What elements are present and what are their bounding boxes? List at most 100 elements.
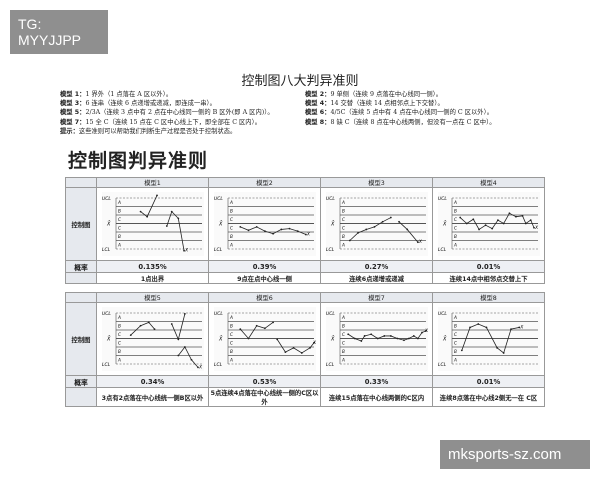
data-point <box>348 239 351 242</box>
data-point <box>264 230 266 233</box>
zone-label: A <box>117 243 121 248</box>
data-line <box>276 339 315 354</box>
cl-label: X̄ <box>442 221 447 228</box>
point-mark: X <box>312 340 317 346</box>
data-line <box>349 217 392 241</box>
ucl-label: UCL <box>214 311 223 317</box>
data-point <box>502 352 505 354</box>
model-rate: 0.01% <box>432 375 545 388</box>
data-point <box>515 215 517 218</box>
zone-label: C <box>454 217 457 222</box>
data-point <box>460 349 463 352</box>
cl-label: X̄ <box>442 336 447 343</box>
rules-list: 模型 1：1 界外（1 点落在 A 区以外）。 模型 2：9 单侧（连续 9 点落… <box>60 90 550 136</box>
ucl-label: UCL <box>102 196 111 202</box>
zone-label: A <box>229 358 233 363</box>
zone-label: B <box>230 234 233 239</box>
model-desc: 1点出界 <box>96 272 209 284</box>
zone-label: C <box>118 341 121 346</box>
data-point <box>370 333 373 336</box>
zone-label: A <box>229 243 233 248</box>
data-point <box>524 222 527 225</box>
data-point <box>407 337 410 340</box>
point-mark: X <box>184 248 189 254</box>
lcl-label: LCL <box>438 362 447 368</box>
data-point <box>272 321 274 324</box>
zone-label: B <box>230 324 233 329</box>
data-point <box>389 216 392 219</box>
data-point <box>170 323 173 325</box>
zone-label: A <box>453 358 457 363</box>
zone-label: B <box>342 234 345 239</box>
data-point <box>129 334 132 336</box>
data-point <box>255 226 258 228</box>
data-point <box>183 346 186 348</box>
zone-label: B <box>342 324 345 329</box>
data-line <box>166 210 185 251</box>
data-point <box>389 335 392 337</box>
data-point <box>296 230 299 233</box>
data-point <box>502 222 505 225</box>
data-point <box>508 212 511 215</box>
model-name: 模型7 <box>320 292 433 303</box>
data-point <box>529 219 532 221</box>
data-point <box>280 228 283 231</box>
data-point <box>421 331 423 334</box>
cl-label: X̄ <box>330 221 335 228</box>
zone-label: C <box>230 332 233 337</box>
zone-label: C <box>230 341 233 346</box>
zone-label: C <box>342 332 345 337</box>
data-point <box>183 312 186 315</box>
point-mark: X <box>198 364 203 370</box>
model-rate: 0.01% <box>432 260 545 273</box>
zone-label: A <box>117 358 121 363</box>
ucl-label: UCL <box>214 196 223 202</box>
point-mark: X <box>534 225 539 231</box>
ucl-label: UCL <box>326 196 335 202</box>
model-name: 模型8 <box>432 292 545 303</box>
model-name: 模型5 <box>96 292 209 303</box>
zone-label: B <box>454 234 457 239</box>
data-point <box>363 335 366 337</box>
zone-label: B <box>118 209 121 214</box>
model-desc: 连续15点落在中心线两侧的C区内 <box>320 387 433 407</box>
zone-label: A <box>341 315 345 320</box>
ucl-label: UCL <box>326 311 335 317</box>
data-point <box>417 241 419 244</box>
data-point <box>170 210 173 213</box>
model-desc: 3点有2点落在中心线统一侧B区以外 <box>96 387 209 407</box>
data-point <box>165 225 168 227</box>
data-point <box>398 220 400 223</box>
point-mark: X <box>306 232 311 238</box>
zone-label: C <box>342 226 345 231</box>
top-left-badge: TG: MYYJJPP <box>10 10 108 54</box>
model-name: 模型6 <box>208 292 321 303</box>
data-point <box>477 323 480 325</box>
data-point <box>425 329 427 332</box>
data-point <box>357 231 359 234</box>
zone-label: C <box>454 341 457 346</box>
data-point <box>177 354 180 357</box>
data-line <box>130 321 155 336</box>
lcl-label: LCL <box>214 362 223 368</box>
data-point <box>288 227 291 230</box>
model-name: 模型4 <box>432 177 545 188</box>
point-mark: X <box>418 239 423 245</box>
zone-label: B <box>118 324 121 329</box>
data-point <box>300 352 303 354</box>
data-line <box>178 346 199 368</box>
rule-5: 模型 5：2/3A（连续 3 点中有 2 点在中心线同一侧的 B 区外(即 A … <box>60 109 274 117</box>
row-label-chart: 控制图 <box>65 302 97 376</box>
rule-7: 模型 7：15 全 C（连续 15 点在 C 区中心线上下，即全部在 C 区内）… <box>60 118 262 126</box>
point-mark: X <box>424 328 429 334</box>
data-point <box>190 358 193 361</box>
model-name: 模型3 <box>320 177 433 188</box>
data-point <box>353 337 356 340</box>
rule-1: 模型 1：1 界外（1 点落在 A 区以外）。 <box>60 91 173 98</box>
